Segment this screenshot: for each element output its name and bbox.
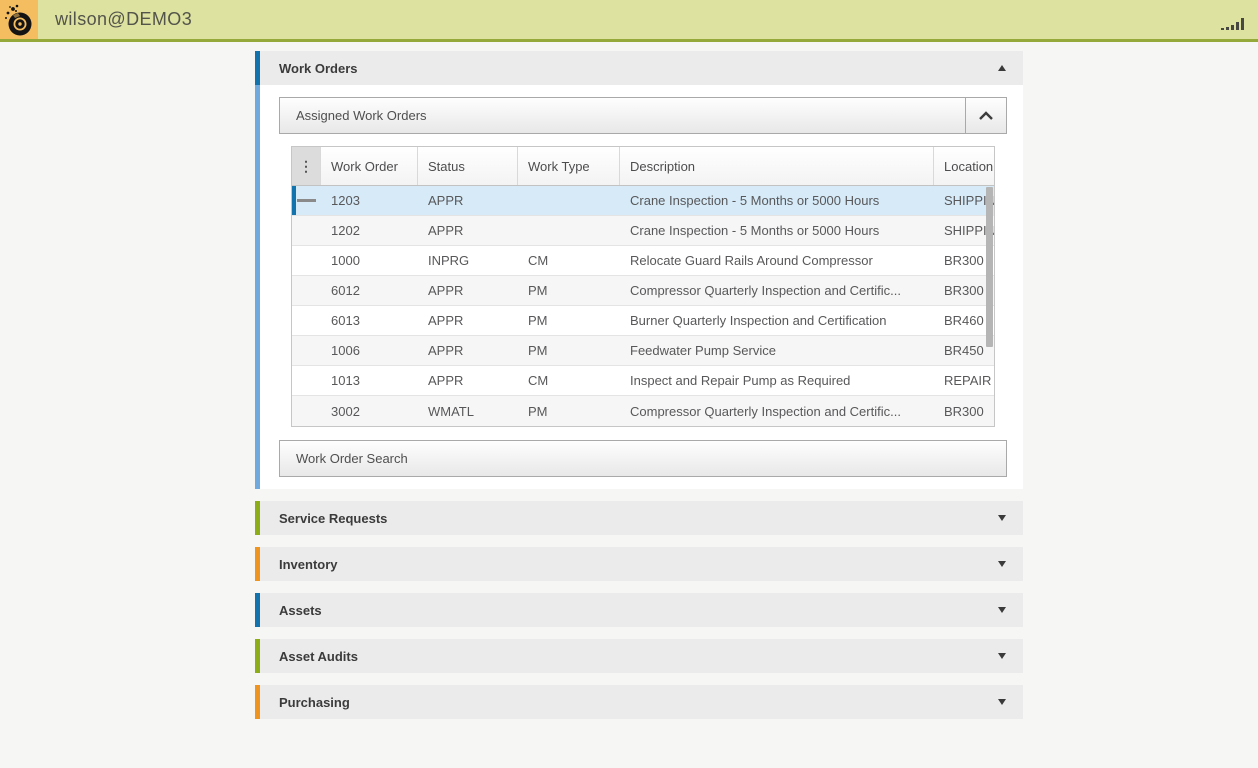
expand-triangle-icon[interactable] bbox=[998, 515, 1006, 521]
record-disc-icon bbox=[5, 4, 32, 35]
cell-work-type: PM bbox=[528, 283, 548, 298]
cell-description: Crane Inspection - 5 Months or 5000 Hour… bbox=[630, 223, 880, 238]
table-row[interactable]: 1202 APPR Crane Inspection - 5 Months or… bbox=[292, 216, 994, 246]
row-menu-column-header[interactable]: ⋮ bbox=[292, 147, 321, 185]
table-row[interactable]: 1013 APPR CM Inspect and Repair Pump as … bbox=[292, 366, 994, 396]
accordion-panel-header[interactable]: Inventory bbox=[255, 547, 1023, 581]
cell-description: Relocate Guard Rails Around Compressor bbox=[630, 253, 873, 268]
cell-work-order: 3002 bbox=[331, 403, 360, 419]
assigned-work-orders-table: ⋮ Work Order Status Work Type Descriptio… bbox=[291, 146, 995, 427]
chevron-up-icon bbox=[979, 110, 993, 120]
cell-description: Inspect and Repair Pump as Required bbox=[630, 373, 851, 388]
cell-description: Burner Quarterly Inspection and Certific… bbox=[630, 313, 887, 328]
column-header-status[interactable]: Status bbox=[418, 147, 518, 185]
table-row[interactable]: 6012 APPR PM Compressor Quarterly Inspec… bbox=[292, 276, 994, 306]
cell-location: BR460 bbox=[944, 313, 984, 328]
work-orders-body: Assigned Work Orders ⋮ Work Order Status… bbox=[255, 85, 1023, 489]
table-row[interactable]: 3002 WMATL PM Compressor Quarterly Inspe… bbox=[292, 396, 994, 426]
collapse-chevron-button[interactable] bbox=[965, 98, 1006, 133]
work-order-search-label: Work Order Search bbox=[296, 451, 408, 466]
app-bar: wilson@DEMO3 bbox=[0, 0, 1258, 42]
panel-title: Asset Audits bbox=[279, 648, 358, 664]
cell-work-order: 6012 bbox=[331, 283, 360, 298]
accordion-panel-header[interactable]: Purchasing bbox=[255, 685, 1023, 719]
expand-triangle-icon[interactable] bbox=[998, 699, 1006, 705]
main-content: Work Orders Assigned Work Orders ⋮ Work … bbox=[0, 42, 1258, 719]
column-header-location[interactable]: Location bbox=[944, 158, 994, 174]
panel-title: Inventory bbox=[279, 556, 338, 572]
cell-location: SHIPPING bbox=[944, 193, 994, 208]
cell-work-order: 1203 bbox=[331, 193, 360, 208]
table-scrollbar[interactable] bbox=[986, 187, 993, 347]
table-row[interactable]: 1006 APPR PM Feedwater Pump Service BR45… bbox=[292, 336, 994, 366]
accordion-panel-header[interactable]: Service Requests bbox=[255, 501, 1023, 535]
cell-status: WMATL bbox=[428, 403, 474, 419]
table-row[interactable]: 1203 APPR Crane Inspection - 5 Months or… bbox=[292, 186, 994, 216]
panel-work-orders: Work Orders Assigned Work Orders ⋮ Work … bbox=[255, 51, 1023, 489]
cell-work-type: CM bbox=[528, 253, 549, 268]
table-row[interactable]: 1000 INPRG CM Relocate Guard Rails Aroun… bbox=[292, 246, 994, 276]
cell-location: BR450 bbox=[944, 343, 984, 358]
cell-work-type: CM bbox=[528, 373, 549, 388]
vertical-ellipsis-icon: ⋮ bbox=[299, 158, 313, 174]
assigned-work-orders-label: Assigned Work Orders bbox=[296, 108, 427, 123]
cell-work-order: 1013 bbox=[331, 373, 360, 388]
cell-location: REPAIR bbox=[944, 373, 992, 388]
cell-status: APPR bbox=[428, 223, 464, 238]
panel-title: Service Requests bbox=[279, 510, 388, 526]
accordion-panel-header[interactable]: Assets bbox=[255, 593, 1023, 627]
panel-title: Work Orders bbox=[279, 60, 358, 76]
assigned-work-orders-button[interactable]: Assigned Work Orders bbox=[279, 97, 1007, 134]
cell-status: APPR bbox=[428, 193, 464, 208]
logged-in-user-title: wilson@DEMO3 bbox=[55, 9, 193, 29]
cell-location: SHIPPING bbox=[944, 223, 994, 238]
table-row[interactable]: 6013 APPR PM Burner Quarterly Inspection… bbox=[292, 306, 994, 336]
cell-location: BR300 bbox=[944, 283, 984, 298]
expand-triangle-icon[interactable] bbox=[998, 561, 1006, 567]
cell-work-type: PM bbox=[528, 343, 548, 358]
panel-title: Assets bbox=[279, 602, 322, 618]
expand-triangle-icon[interactable] bbox=[998, 653, 1006, 659]
column-header-description[interactable]: Description bbox=[620, 147, 934, 185]
column-header-work-order[interactable]: Work Order bbox=[321, 147, 418, 185]
cell-location: BR300 bbox=[944, 403, 984, 419]
cell-work-type: PM bbox=[528, 403, 548, 419]
cell-work-type: PM bbox=[528, 313, 548, 328]
expand-triangle-icon[interactable] bbox=[998, 607, 1006, 613]
work-order-search-button[interactable]: Work Order Search bbox=[279, 440, 1007, 477]
cell-location: BR300 bbox=[944, 253, 984, 268]
cell-status: APPR bbox=[428, 343, 464, 358]
cell-description: Compressor Quarterly Inspection and Cert… bbox=[630, 283, 901, 298]
table-header-row: ⋮ Work Order Status Work Type Descriptio… bbox=[292, 147, 994, 186]
cell-status: APPR bbox=[428, 373, 464, 388]
cell-work-order: 1202 bbox=[331, 223, 360, 238]
panel-header-work-orders[interactable]: Work Orders bbox=[255, 51, 1023, 85]
column-header-work-type[interactable]: Work Type bbox=[518, 147, 620, 185]
collapsed-panels: Service Requests Inventory Assets Asset … bbox=[255, 501, 1258, 719]
signal-strength-icon bbox=[1221, 18, 1244, 30]
collapse-triangle-icon[interactable] bbox=[998, 65, 1006, 71]
cell-status: INPRG bbox=[428, 253, 470, 268]
cell-description: Crane Inspection - 5 Months or 5000 Hour… bbox=[630, 193, 880, 208]
app-logo bbox=[0, 0, 38, 39]
accordion-panel-header[interactable]: Asset Audits bbox=[255, 639, 1023, 673]
cell-work-order: 1000 bbox=[331, 253, 360, 268]
table-rows: 1203 APPR Crane Inspection - 5 Months or… bbox=[292, 186, 994, 426]
cell-description: Feedwater Pump Service bbox=[630, 343, 776, 358]
panel-title: Purchasing bbox=[279, 694, 350, 710]
cell-description: Compressor Quarterly Inspection and Cert… bbox=[630, 403, 901, 419]
cell-work-order: 1006 bbox=[331, 343, 360, 358]
cell-status: APPR bbox=[428, 313, 464, 328]
row-menu-icon[interactable] bbox=[297, 199, 316, 202]
cell-status: APPR bbox=[428, 283, 464, 298]
cell-work-order: 6013 bbox=[331, 313, 360, 328]
